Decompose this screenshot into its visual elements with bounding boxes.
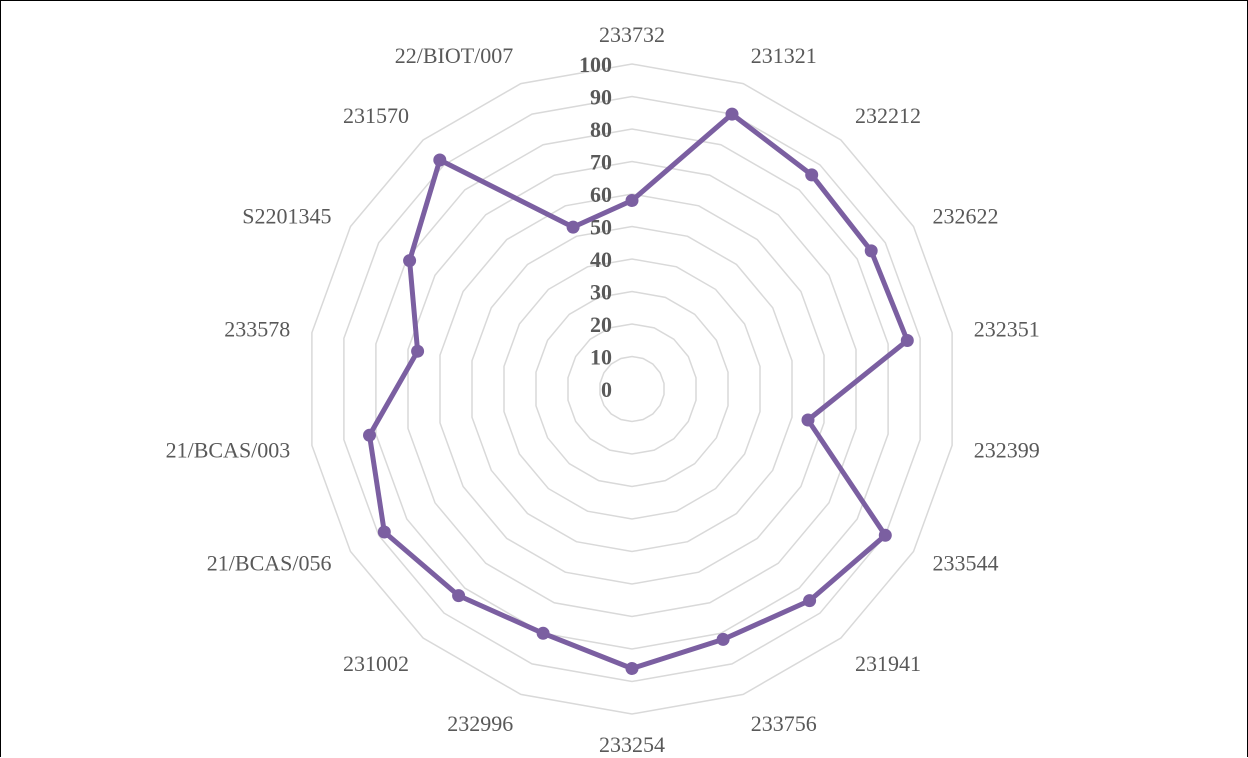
tick-label: 80 <box>590 117 612 142</box>
data-point <box>377 525 391 539</box>
grid-layer <box>311 63 953 715</box>
category-label: 232996 <box>447 711 513 736</box>
category-label: S2201345 <box>242 204 331 229</box>
category-label: 231941 <box>855 651 921 676</box>
data-point <box>363 428 376 442</box>
data-point <box>452 589 466 603</box>
category-label: 232212 <box>855 103 921 128</box>
category-label: 22/BIOT/007 <box>395 43 514 68</box>
category-label: 231570 <box>343 103 409 128</box>
category-label: 21/BCAS/003 <box>166 437 291 462</box>
data-point <box>716 632 730 646</box>
category-label: 21/BCAS/056 <box>207 551 332 576</box>
grid-ring-30 <box>535 290 729 488</box>
data-point <box>801 413 815 427</box>
tick-label: 90 <box>590 85 612 110</box>
data-point <box>411 344 425 358</box>
grid-ring-20 <box>567 323 697 455</box>
tick-label: 60 <box>590 182 612 207</box>
tick-label: 40 <box>590 247 612 272</box>
tick-label: 0 <box>601 377 612 402</box>
series-layer <box>363 107 914 675</box>
data-point <box>625 194 639 207</box>
grid-ring-40 <box>503 258 761 520</box>
tick-labels: 0 10 20 30 40 50 60 70 80 90 100 <box>579 52 612 402</box>
tick-label: 70 <box>590 150 612 175</box>
data-point <box>625 662 639 675</box>
tick-label: 50 <box>590 215 612 240</box>
grid-ring-10 <box>599 355 665 423</box>
category-label: 233578 <box>224 317 290 342</box>
grid-ring-60 <box>439 193 825 585</box>
data-point <box>403 254 417 268</box>
data-point <box>536 626 550 640</box>
data-point <box>878 528 892 542</box>
category-label: 231321 <box>751 43 817 68</box>
data-point <box>900 334 914 347</box>
tick-label: 30 <box>590 280 612 305</box>
grid-ring-100 <box>311 63 953 715</box>
tick-label: 100 <box>579 52 612 77</box>
tick-label: 20 <box>590 312 612 337</box>
category-label: 233544 <box>933 551 999 576</box>
category-label: 233254 <box>599 732 665 757</box>
data-point <box>433 153 447 167</box>
data-point <box>725 107 739 121</box>
grid-ring-90 <box>343 95 921 683</box>
category-labels: 233732 231321 232212 232622 232351 232399 2335… <box>166 22 1040 757</box>
tick-label: 10 <box>590 345 612 370</box>
category-label: 232622 <box>933 204 999 229</box>
category-label: 233756 <box>751 711 817 736</box>
series-line <box>367 111 910 671</box>
category-label: 233732 <box>599 22 665 47</box>
data-point <box>566 220 580 234</box>
data-point <box>864 244 878 258</box>
data-point <box>805 168 819 182</box>
category-label: 232399 <box>974 437 1040 462</box>
category-label: 232351 <box>974 317 1040 342</box>
category-label: 231002 <box>343 651 409 676</box>
data-point <box>803 594 817 608</box>
grid-ring-70 <box>407 160 857 618</box>
grid-ring-50 <box>471 225 793 553</box>
